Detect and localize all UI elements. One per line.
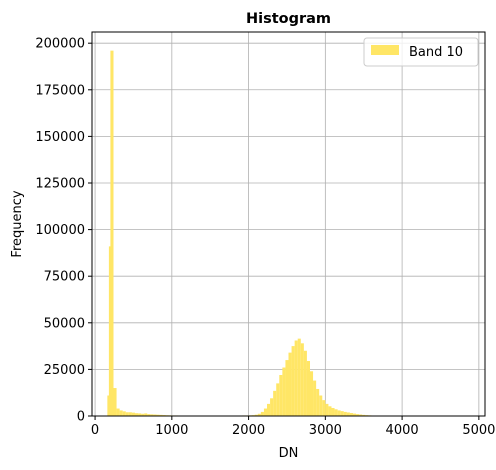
histogram-bar bbox=[144, 413, 148, 416]
x-tick-label: 4000 bbox=[386, 423, 419, 438]
histogram-bar bbox=[260, 411, 264, 416]
legend-swatch bbox=[371, 45, 399, 55]
histogram-bar bbox=[362, 414, 366, 416]
y-tick-label: 25000 bbox=[44, 363, 85, 378]
histogram-bar bbox=[291, 346, 295, 416]
histogram-bar bbox=[316, 388, 320, 416]
histogram-bar bbox=[300, 343, 304, 416]
histogram-bar bbox=[337, 410, 341, 416]
histogram-bar bbox=[116, 408, 120, 416]
histogram-bar bbox=[297, 338, 301, 416]
histogram-bar bbox=[131, 412, 135, 416]
legend-label-band-10: Band 10 bbox=[409, 45, 463, 60]
histogram-bar bbox=[159, 414, 163, 416]
histogram-bar bbox=[306, 361, 310, 416]
histogram-bar bbox=[134, 413, 139, 416]
histogram-bar bbox=[282, 367, 286, 416]
grid bbox=[92, 32, 485, 417]
histogram-bar bbox=[288, 352, 292, 416]
histogram-bar bbox=[349, 413, 353, 416]
histogram-bar bbox=[340, 411, 344, 416]
x-tick-label: 2000 bbox=[232, 423, 265, 438]
x-tick-label: 3000 bbox=[309, 423, 342, 438]
histogram-bar bbox=[263, 408, 268, 416]
histogram-bar bbox=[119, 410, 123, 416]
y-tick-label: 100000 bbox=[35, 223, 85, 238]
y-tick-label: 50000 bbox=[44, 316, 85, 331]
histogram-bar bbox=[328, 406, 332, 416]
y-tick-label: 0 bbox=[77, 410, 85, 425]
histogram-bar bbox=[359, 414, 363, 416]
histogram-bar bbox=[294, 340, 298, 416]
histogram-bar bbox=[285, 360, 289, 416]
histogram-bar bbox=[309, 371, 314, 416]
histogram-bar bbox=[346, 412, 350, 416]
x-tick-label: 5000 bbox=[462, 423, 495, 438]
y-axis-label: Frequency bbox=[10, 190, 25, 257]
histogram-bar bbox=[254, 414, 258, 416]
histogram-bar bbox=[279, 374, 283, 416]
histogram-bar bbox=[156, 414, 160, 416]
histogram-bar bbox=[356, 414, 360, 416]
y-tick-label: 200000 bbox=[35, 37, 85, 52]
x-tick-label: 0 bbox=[91, 423, 99, 438]
x-tick-label: 1000 bbox=[155, 423, 188, 438]
histogram-bar bbox=[313, 380, 317, 416]
histogram-bar bbox=[257, 413, 261, 416]
histogram-bar bbox=[141, 413, 145, 416]
chart-title: Histogram bbox=[246, 11, 331, 27]
histogram-bar bbox=[125, 412, 129, 416]
histogram-bar bbox=[113, 388, 117, 416]
y-tick-label: 150000 bbox=[35, 130, 85, 145]
histogram-bar bbox=[122, 411, 126, 416]
axis-ticks: 0 1000 2000 3000 4000 50000250005000075000100… bbox=[35, 37, 495, 438]
y-tick-label: 75000 bbox=[44, 270, 85, 285]
histogram-bar bbox=[267, 403, 271, 416]
histogram-bar bbox=[128, 412, 132, 416]
y-tick-label: 175000 bbox=[35, 83, 85, 98]
plot-frame bbox=[91, 31, 486, 417]
histogram-bar bbox=[273, 390, 277, 416]
histogram-bar bbox=[343, 411, 347, 416]
histogram-bar bbox=[325, 403, 329, 416]
histogram-bar bbox=[331, 407, 335, 416]
histogram-bar bbox=[319, 395, 323, 416]
histogram-bar bbox=[303, 350, 307, 416]
histogram-bar bbox=[150, 414, 154, 416]
histogram-bar bbox=[110, 50, 114, 416]
legend: Band 10 bbox=[363, 37, 479, 67]
histogram-bar bbox=[147, 414, 151, 416]
histogram-bar bbox=[270, 398, 274, 416]
histogram-bar bbox=[334, 409, 338, 416]
histogram-bar bbox=[352, 413, 357, 416]
histogram-bar bbox=[276, 383, 280, 416]
histogram-bar bbox=[322, 400, 326, 416]
histogram-bar bbox=[153, 414, 157, 416]
x-axis-label: DN bbox=[279, 446, 299, 461]
y-tick-label: 125000 bbox=[35, 176, 85, 191]
histogram-bar bbox=[138, 413, 142, 416]
